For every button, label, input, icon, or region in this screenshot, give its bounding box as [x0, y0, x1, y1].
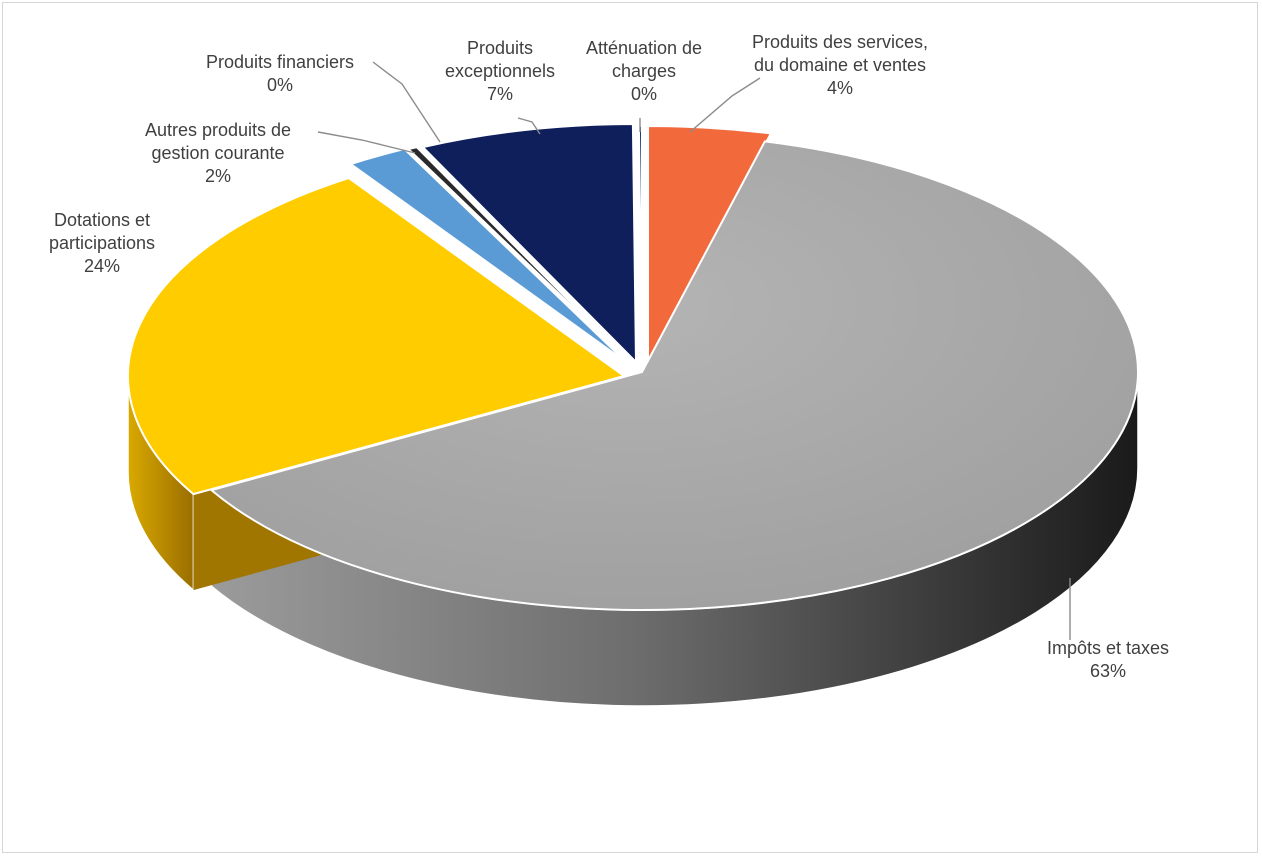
data-label: Produits financiers 0%: [206, 52, 354, 95]
pie-slice: [637, 124, 643, 365]
leader-line: [689, 77, 761, 133]
pie-slice: [420, 123, 638, 365]
data-label: Dotations et participations 24%: [49, 210, 155, 276]
leader-line: [317, 131, 416, 154]
pie-slice: [406, 146, 631, 363]
data-label: Produits exceptionnels 7%: [445, 38, 555, 104]
leader-line: [517, 117, 541, 135]
data-label: Impôts et taxes 63%: [1047, 638, 1169, 681]
pie-slice: [127, 176, 627, 496]
leader-line: [372, 61, 441, 143]
data-label: Atténuation de charges 0%: [586, 38, 702, 104]
pie-slice: [209, 140, 1139, 611]
data-label: Produits des services, du domaine et vent…: [752, 32, 928, 98]
data-label: Autres produits de gestion courante 2%: [145, 120, 291, 186]
pie-slice: [348, 147, 627, 363]
